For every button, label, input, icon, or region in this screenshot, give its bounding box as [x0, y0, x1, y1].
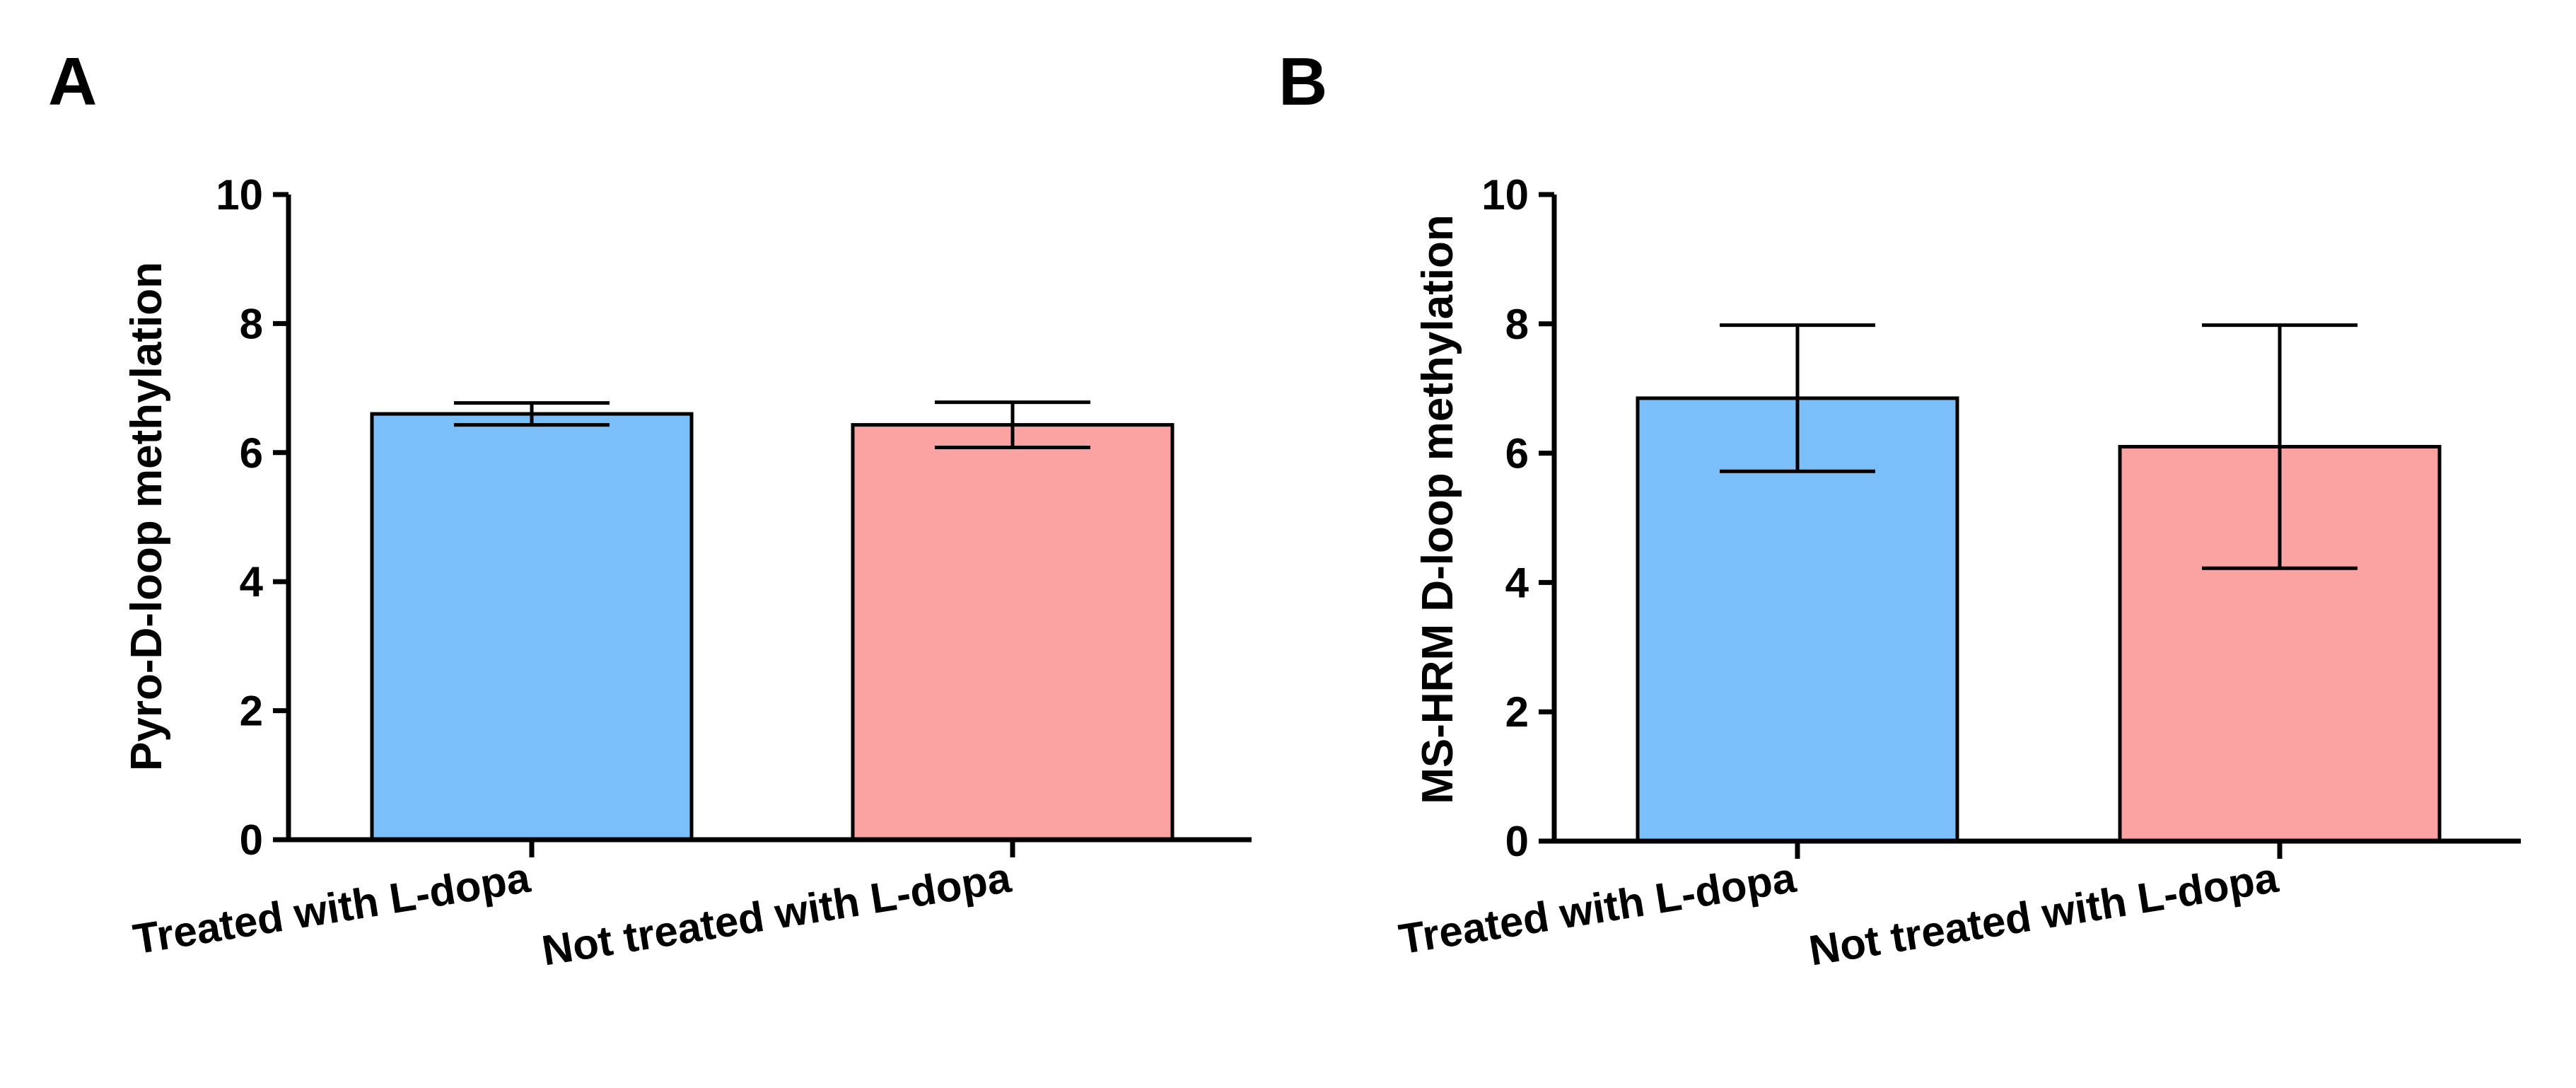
- panel-a-y-tick-label-2: 4: [240, 558, 264, 606]
- panel-a-bar-0: [370, 412, 694, 842]
- panel-a-ticks: 0 2 4 6 8 10: [216, 171, 1015, 864]
- panel-a-y-tick-label-5: 10: [216, 171, 263, 219]
- panel-a-category-label-1: Not treated with L-dopa: [539, 854, 1015, 975]
- panel-b-letter: B: [1278, 44, 1327, 120]
- panel-b-y-tick-label-5: 10: [1481, 171, 1529, 219]
- panel-b-y-tick-label-2: 4: [1505, 559, 1529, 606]
- panel-b-category-label-1: Not treated with L-dopa: [1806, 854, 2282, 975]
- panel-b: B MS-HRM D-loop methylation 0 2 4 6 8 10 Trea…: [1278, 44, 2521, 975]
- panel-b-y-tick-label-1: 2: [1505, 688, 1529, 736]
- panel-b-marks: [1636, 323, 2442, 843]
- panel-a: A Pyro-D-loop methylation 0 2 4 6 8 10 Treate…: [48, 44, 1252, 975]
- panel-a-y-axis-title: Pyro-D-loop methylation: [122, 262, 171, 771]
- panel-a-y-tick-label-0: 0: [240, 816, 263, 864]
- panel-a-y-tick-label-3: 6: [240, 429, 263, 477]
- panel-a-y-tick-label-1: 2: [240, 688, 263, 735]
- panel-b-ticks: 0 2 4 6 8 10: [1481, 171, 2283, 865]
- panel-b-y-tick-label-4: 8: [1505, 301, 1529, 348]
- panel-b-y-tick-label-0: 0: [1505, 818, 1529, 865]
- panel-b-y-tick-label-3: 6: [1505, 430, 1529, 478]
- panel-b-y-axis-title: MS-HRM D-loop methylation: [1414, 214, 1462, 804]
- panel-a-marks: [370, 400, 1175, 842]
- panel-a-bar-1: [851, 423, 1175, 842]
- panel-a-y-tick-label-4: 8: [240, 300, 263, 347]
- panel-b-category-label-0: Treated with L-dopa: [1396, 854, 1800, 963]
- panel-a-letter: A: [48, 44, 97, 120]
- panel-a-category-label-0: Treated with L-dopa: [130, 854, 534, 963]
